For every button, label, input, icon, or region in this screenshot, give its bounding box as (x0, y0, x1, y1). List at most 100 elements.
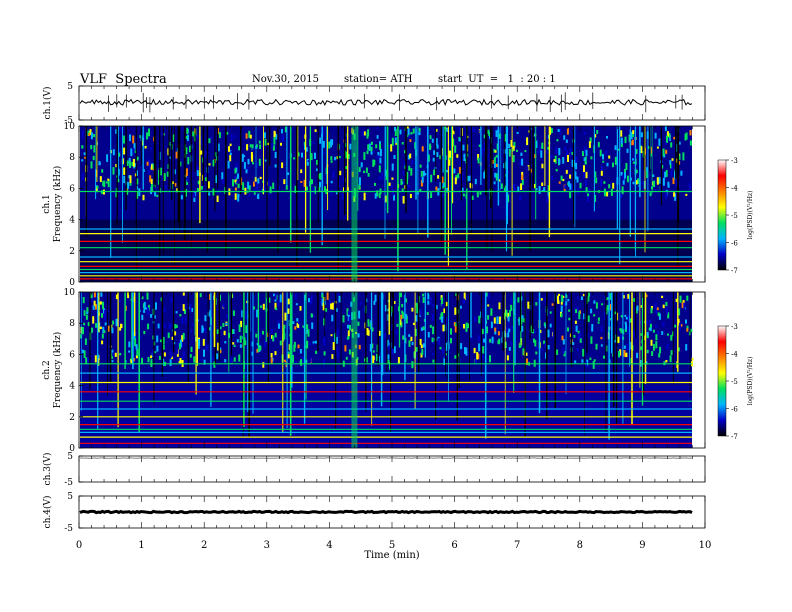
psd-cell (449, 150, 451, 158)
psd-cell (419, 338, 422, 346)
psd-cell (367, 322, 370, 327)
psd-cell (228, 146, 230, 152)
psd-cell (470, 336, 473, 340)
psd-cell (347, 324, 349, 329)
psd-cell (208, 192, 211, 196)
psd-cell (241, 310, 244, 318)
psd-cell (597, 141, 600, 148)
psd-cell (665, 360, 668, 363)
psd-cell (640, 305, 643, 308)
psd-cell (81, 173, 84, 181)
psd-cell (665, 307, 668, 315)
psd-cell (600, 326, 603, 333)
psd-cell (136, 348, 139, 356)
psd-cell (207, 181, 210, 189)
psd-cell (375, 144, 378, 149)
psd-cell (416, 306, 419, 314)
psd-cell (231, 329, 234, 334)
psd-cell (678, 308, 681, 316)
psd-cell (522, 348, 525, 356)
psd-cell (150, 359, 153, 367)
psd-cell (496, 316, 499, 324)
psd-cell (268, 297, 271, 303)
psd-cell (277, 300, 280, 307)
channel-label: ch.2 (42, 360, 52, 379)
psd-cell (331, 354, 334, 359)
psd-cell (667, 134, 670, 142)
psd-cell (119, 126, 121, 130)
psd-cell (216, 195, 219, 202)
psd-cell (464, 132, 467, 139)
psd-cell (593, 300, 596, 304)
psd-cell (625, 316, 628, 320)
psd-cell (263, 132, 266, 136)
psd-cell (551, 175, 554, 180)
psd-cell (346, 308, 349, 316)
psd-cell (409, 153, 412, 159)
psd-cell (558, 148, 561, 156)
y-tick-label: -5 (64, 524, 73, 534)
psd-cell (297, 344, 300, 349)
psd-cell (585, 171, 588, 179)
psd-cell (326, 292, 329, 300)
psd-cell (652, 174, 655, 177)
psd-cell (458, 167, 461, 174)
psd-cell (678, 322, 681, 331)
psd-cell (658, 353, 661, 358)
psd-cell (538, 186, 541, 194)
psd-cell (234, 176, 237, 180)
psd-cell (90, 132, 93, 140)
y-tick-label: 0 (69, 278, 75, 288)
psd-cell (95, 323, 98, 328)
psd-cell (316, 168, 319, 172)
psd-cell (521, 174, 524, 180)
psd-cell (606, 136, 608, 139)
psd-cell (336, 351, 339, 358)
psd-cell (259, 176, 262, 180)
psd-cell (661, 295, 664, 299)
psd-cell (418, 127, 421, 132)
psd-cell (453, 322, 456, 327)
psd-cell (420, 327, 423, 331)
psd-cell (669, 163, 672, 169)
psd-cell (387, 308, 389, 312)
psd-cell (567, 155, 569, 162)
psd-cell (279, 294, 282, 303)
psd-cell (306, 340, 309, 349)
psd-cell (182, 351, 185, 358)
psd-cell (248, 130, 251, 138)
psd-cell (421, 146, 424, 152)
psd-cell (649, 319, 652, 326)
psd-cell (508, 143, 511, 149)
psd-cell (128, 341, 131, 348)
psd-cell (294, 185, 297, 193)
psd-cell (544, 296, 547, 304)
psd-cell (435, 186, 438, 191)
psd-cell (273, 130, 276, 139)
psd-cell (244, 340, 247, 346)
psd-cell (196, 165, 199, 174)
psd-cell (686, 328, 689, 332)
psd-cell (573, 186, 576, 192)
psd-cell (626, 148, 629, 153)
psd-cell (433, 169, 436, 176)
psd-cell (83, 152, 86, 156)
psd-cell (633, 298, 636, 302)
psd-cell (256, 348, 259, 353)
psd-cell (445, 301, 448, 307)
psd-cell (191, 323, 194, 326)
psd-cell (280, 142, 282, 146)
psd-cell (452, 130, 455, 135)
psd-cell (387, 354, 390, 360)
psd-cell (392, 188, 394, 196)
psd-cell (323, 318, 326, 326)
psd-cell (656, 146, 659, 149)
psd-cell (393, 346, 396, 354)
psd-cell (427, 292, 430, 300)
psd-cell (152, 349, 155, 356)
psd-cell (361, 130, 364, 137)
psd-cell (232, 179, 234, 187)
psd-cell (650, 146, 653, 154)
psd-cell (320, 301, 323, 305)
psd-cell (667, 184, 670, 188)
